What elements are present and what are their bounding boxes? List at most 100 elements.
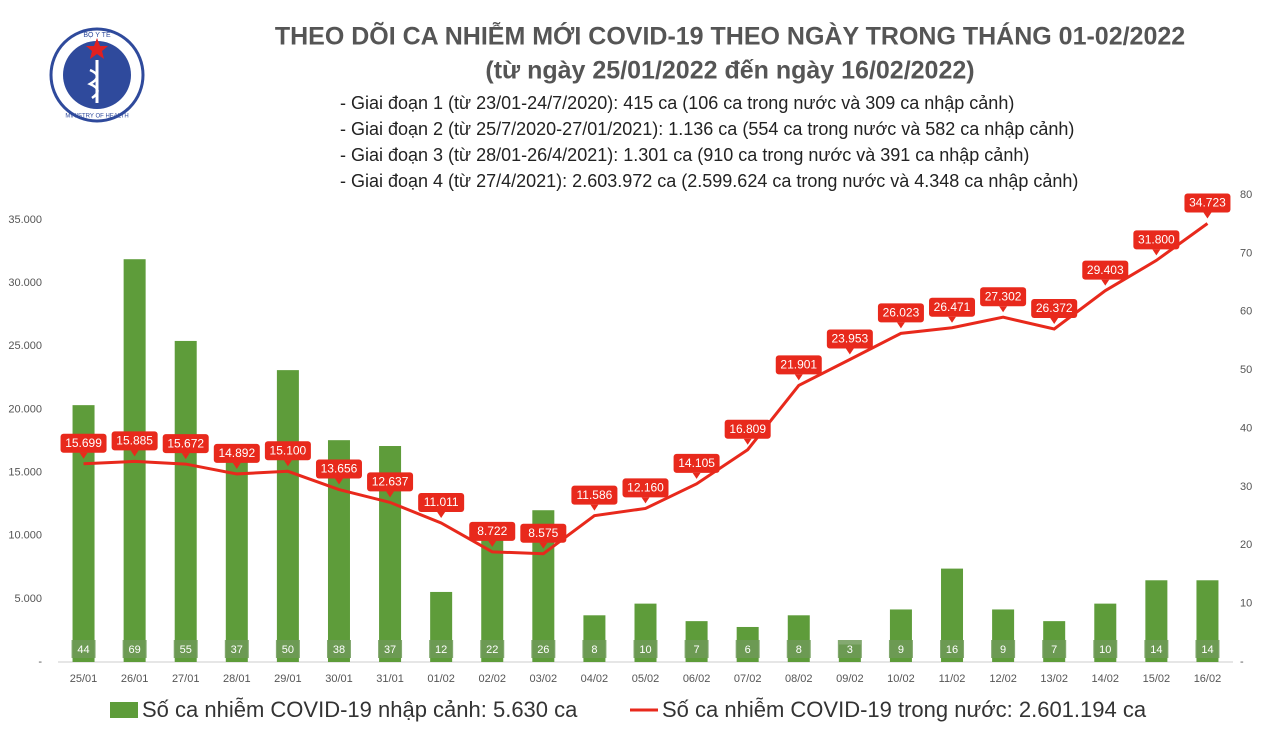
x-tick-label: 09/02 <box>836 673 864 685</box>
value-label-bg <box>980 287 1027 307</box>
bar-label: 16 <box>946 644 958 656</box>
value-label: 13.656 <box>321 462 358 476</box>
x-tick-label: 30/01 <box>325 673 353 685</box>
x-tick-label: 11/02 <box>939 673 966 685</box>
value-label-bg <box>264 441 311 461</box>
value-label: 29.403 <box>1087 263 1124 277</box>
bar <box>72 405 95 662</box>
x-tick-label: 04/02 <box>581 673 609 685</box>
value-label: 15.100 <box>270 443 307 457</box>
value-label-bg <box>571 485 618 505</box>
bar-label: 9 <box>898 644 904 656</box>
bar <box>481 533 504 662</box>
value-label: 26.023 <box>883 306 920 320</box>
value-label-pointer <box>1152 249 1161 256</box>
value-label-pointer <box>999 306 1008 313</box>
value-label-pointer <box>386 491 395 498</box>
chart-title: THEO DÕI CA NHIỄM MỚI COVID-19 THEO NGÀY… <box>275 21 1185 51</box>
value-label: 11.011 <box>424 495 459 509</box>
value-label-pointer <box>1101 279 1110 286</box>
bar-label: 14 <box>1150 644 1162 656</box>
bar-label-bg <box>224 640 249 658</box>
value-label-bg <box>520 523 567 543</box>
value-label: 11.586 <box>577 488 613 502</box>
x-tick-label: 03/02 <box>530 673 558 685</box>
value-label-pointer <box>794 374 803 381</box>
bar-label: 38 <box>333 644 345 656</box>
bar <box>276 370 299 662</box>
bar <box>327 440 350 662</box>
bar-label-bg <box>1093 640 1118 658</box>
note: - Giai đoạn 1 (từ 23/01-24/7/2020): 415 … <box>340 93 1014 113</box>
value-label: 23.953 <box>831 332 868 346</box>
bar-label-bg <box>1144 640 1169 658</box>
x-tick-label: 27/01 <box>172 673 200 685</box>
value-label-bg <box>775 355 822 375</box>
bar-label-bg <box>326 640 351 658</box>
value-label: 26.372 <box>1036 301 1073 315</box>
y-tick-label: 25.000 <box>8 340 42 352</box>
value-label-pointer <box>692 472 701 479</box>
value-label-bg <box>1133 230 1180 250</box>
x-tick-label: 10/02 <box>887 673 915 685</box>
bar-label: 69 <box>129 644 141 656</box>
value-label-bg <box>315 459 362 479</box>
bar-label: 10 <box>639 644 651 656</box>
y2-tick-label: 10 <box>1240 598 1252 610</box>
bar-label: 10 <box>1099 644 1111 656</box>
value-label-bg <box>162 434 209 454</box>
y2-tick-label: 40 <box>1240 422 1252 434</box>
bar-label-bg <box>888 640 913 658</box>
value-label-pointer <box>79 452 88 459</box>
y2-tick-label: 70 <box>1240 247 1252 259</box>
value-label-bg <box>826 329 873 349</box>
value-label-bg <box>1031 298 1078 318</box>
bar-label: 55 <box>180 644 192 656</box>
bar-label: 7 <box>1051 644 1057 656</box>
logo-snake <box>87 68 99 100</box>
note: - Giai đoạn 4 (từ 27/4/2021): 2.603.972 … <box>340 171 1078 191</box>
y2-tick-label: 80 <box>1240 189 1252 201</box>
x-tick-label: 08/02 <box>785 673 813 685</box>
x-tick-label: 05/02 <box>632 673 660 685</box>
bar-label-bg <box>684 640 709 658</box>
bar-label: 14 <box>1201 644 1213 656</box>
bar-label-bg <box>71 640 96 658</box>
value-label: 8.722 <box>477 524 507 538</box>
value-label: 14.892 <box>218 446 255 460</box>
value-label: 21.901 <box>780 358 817 372</box>
value-label-pointer <box>1203 212 1212 219</box>
x-tick-label: 26/01 <box>121 673 149 685</box>
value-label-pointer <box>896 322 905 329</box>
bar-label-bg <box>122 640 147 658</box>
value-label: 15.672 <box>167 436 204 450</box>
value-label-bg <box>111 431 158 451</box>
value-label-pointer <box>232 462 241 469</box>
y2-tick-label: 20 <box>1240 539 1252 551</box>
legend-swatch <box>110 702 138 718</box>
legend-label: Số ca nhiễm COVID-19 trong nước: 2.601.1… <box>662 697 1147 722</box>
value-label-bg <box>724 419 771 439</box>
x-tick-label: 12/02 <box>989 673 1017 685</box>
x-tick-label: 02/02 <box>478 673 506 685</box>
value-label-pointer <box>948 316 957 323</box>
bar-label-bg <box>633 640 658 658</box>
y2-tick-label: 50 <box>1240 364 1252 376</box>
value-label-bg <box>673 453 720 473</box>
logo-star <box>86 38 108 59</box>
value-label: 16.809 <box>729 422 766 436</box>
value-label-pointer <box>845 348 854 355</box>
x-tick-label: 01/02 <box>427 673 455 685</box>
bar-label: 6 <box>745 644 751 656</box>
bar-label-bg <box>531 640 556 658</box>
chart-subtitle: (từ ngày 25/01/2022 đến ngày 16/02/2022) <box>485 57 974 85</box>
value-label-bg <box>367 472 414 492</box>
value-label: 15.885 <box>116 434 153 448</box>
logo: BỘ Y TẾ MINISTRY OF HEALTH <box>49 27 145 123</box>
y2-tick-label: 30 <box>1240 481 1252 493</box>
bar-label: 9 <box>1000 644 1006 656</box>
bar-label: 3 <box>847 644 853 656</box>
bar-label-bg <box>735 640 760 658</box>
y-tick-label: 30.000 <box>8 277 42 289</box>
value-label-bg <box>60 433 107 453</box>
